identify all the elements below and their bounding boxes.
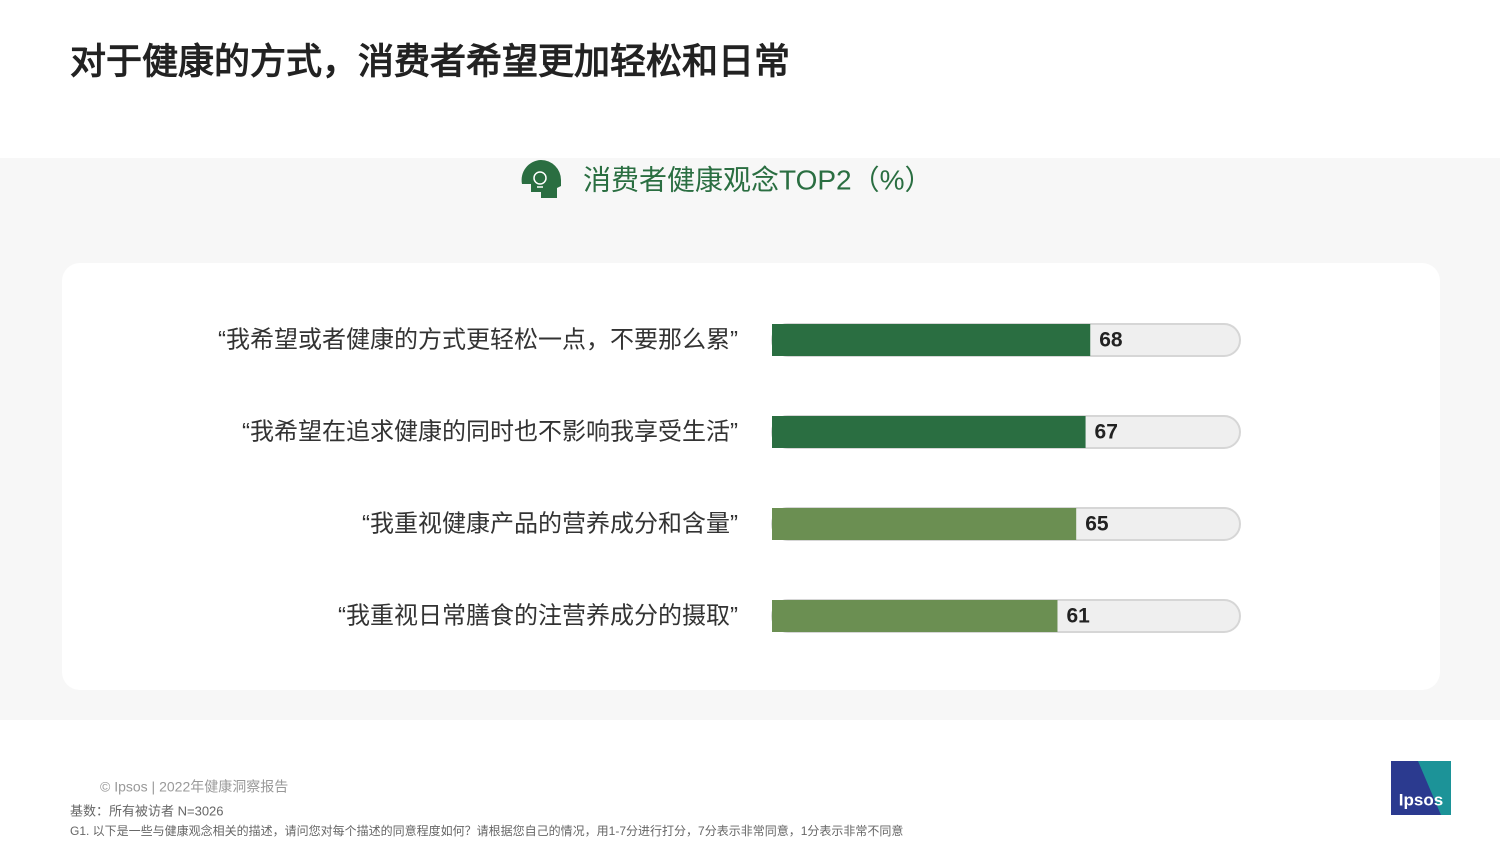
bar — [772, 600, 1058, 632]
footer-question: G1. 以下是一些与健康观念相关的描述，请问您对每个描述的同意程度如何？请根据您… — [70, 823, 903, 838]
category-label: “我重视日常膳食的注营养成分的摄取” — [338, 602, 738, 629]
card — [62, 263, 1440, 690]
logo-text: Ipsos — [1399, 790, 1443, 809]
category-label: “我希望在追求健康的同时也不影响我享受生活” — [242, 418, 738, 445]
value-label: 65 — [1085, 513, 1109, 536]
bar — [772, 416, 1086, 448]
footer-base: 基数：所有被访者 N=3026 — [70, 803, 224, 818]
chart-title: 对于健康的方式，消费者希望更加轻松和日常 — [70, 41, 790, 82]
value-label: 68 — [1099, 329, 1123, 352]
subtitle-icon — [521, 160, 561, 198]
footer-source: © Ipsos | 2022年健康洞察报告 — [100, 779, 288, 795]
logo: Ipsos — [1391, 761, 1451, 815]
value-label: 61 — [1066, 605, 1090, 628]
chart-subtitle: 消费者健康观念TOP2（%） — [583, 164, 933, 195]
bar — [772, 508, 1077, 540]
category-label: “我重视健康产品的营养成分和含量” — [362, 510, 738, 537]
category-label: “我希望或者健康的方式更轻松一点，不要那么累” — [218, 326, 738, 353]
value-label: 67 — [1095, 421, 1118, 444]
bar — [772, 324, 1091, 356]
